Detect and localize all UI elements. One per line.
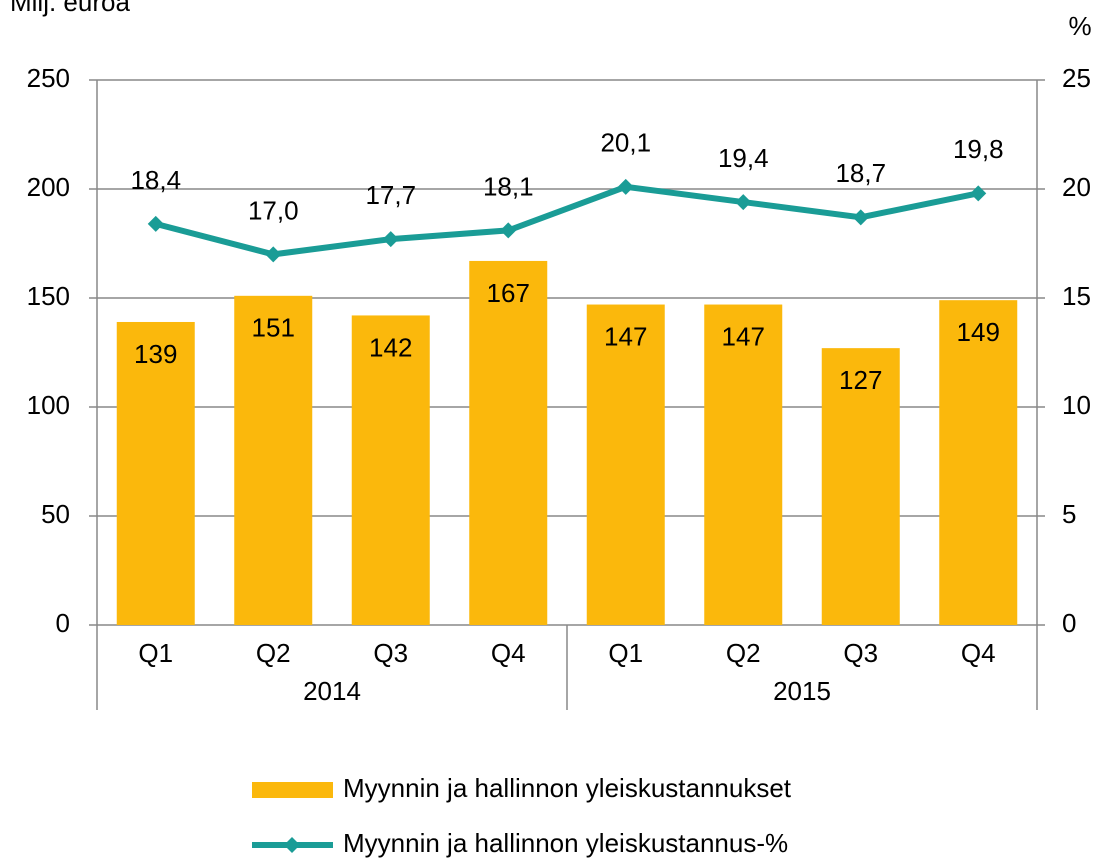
legend-label: Myynnin ja hallinnon yleiskustannukset: [343, 773, 792, 803]
line-marker: [970, 185, 987, 202]
bar-value-label: 147: [722, 321, 765, 351]
line-value-label: 20,1: [600, 128, 651, 158]
y-tick-label: 200: [27, 172, 70, 202]
y-tick-label: 100: [27, 390, 70, 420]
bar: [704, 304, 783, 625]
line-value-label: 19,8: [953, 134, 1004, 164]
legend-label: Myynnin ja hallinnon yleiskustannus-%: [343, 828, 788, 858]
x-tick-label: Q2: [256, 638, 291, 668]
bar-value-label: 147: [604, 321, 647, 351]
bar-value-label: 142: [369, 332, 412, 362]
group-label: 2014: [303, 676, 361, 706]
group-label: 2015: [773, 676, 831, 706]
y2-tick-label: 15: [1062, 281, 1091, 311]
y2-tick-label: 5: [1062, 499, 1076, 529]
y-tick-label: 0: [56, 608, 70, 638]
x-tick-label: Q3: [373, 638, 408, 668]
x-tick-label: Q1: [608, 638, 643, 668]
y-tick-label: 50: [41, 499, 70, 529]
line-value-label: 18,7: [835, 158, 886, 188]
line-value-label: 17,0: [248, 195, 299, 225]
bar-value-label: 149: [957, 317, 1000, 347]
bar-value-label: 139: [134, 339, 177, 369]
line-value-label: 18,4: [130, 165, 181, 195]
line-marker: [617, 178, 634, 195]
y-tick-label: 250: [27, 63, 70, 93]
y2-tick-label: 10: [1062, 390, 1091, 420]
line-value-label: 17,7: [365, 180, 416, 210]
line-value-label: 18,1: [483, 171, 534, 201]
x-tick-label: Q3: [843, 638, 878, 668]
line-marker: [147, 215, 164, 232]
bar: [116, 321, 195, 625]
y-axis-label: Milj. euroa: [10, 0, 130, 17]
line: [154, 183, 979, 258]
bar: [939, 300, 1018, 625]
line-marker: [265, 246, 282, 263]
x-tick-label: Q1: [138, 638, 173, 668]
x-tick-label: Q4: [961, 638, 996, 668]
line-value-label: 19,4: [718, 143, 769, 173]
line-marker: [500, 222, 517, 239]
y2-tick-label: 25: [1062, 63, 1091, 93]
x-tick-label: Q4: [491, 638, 526, 668]
bar: [234, 295, 313, 625]
legend-swatch: [252, 782, 333, 798]
y2-tick-label: 20: [1062, 172, 1091, 202]
line-marker: [735, 194, 752, 211]
y2-axis-label: %: [1068, 11, 1091, 41]
y2-tick-label: 0: [1062, 608, 1076, 638]
bar-value-label: 151: [252, 313, 295, 343]
bar: [469, 260, 548, 625]
y-tick-label: 150: [27, 281, 70, 311]
bar: [351, 315, 430, 625]
line-marker: [852, 209, 869, 226]
line-marker: [382, 231, 399, 248]
x-tick-label: Q2: [726, 638, 761, 668]
legend-marker: [284, 837, 300, 853]
bar: [821, 348, 900, 625]
bar-value-label: 167: [487, 278, 530, 308]
bar-value-label: 127: [839, 365, 882, 395]
bar: [586, 304, 665, 625]
